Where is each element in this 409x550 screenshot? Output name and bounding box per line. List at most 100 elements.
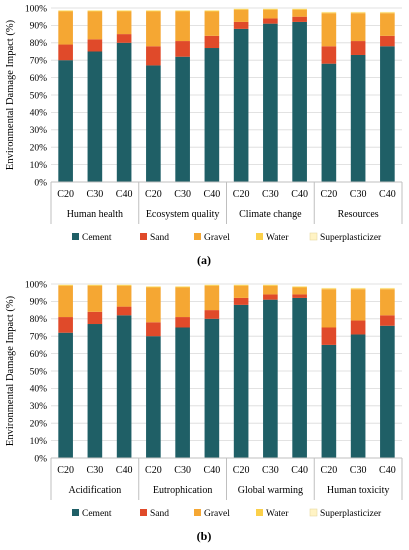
bar-segment-cement xyxy=(263,23,278,182)
bar-segment-gravel xyxy=(321,13,337,47)
chart-panel-b: 0% 10% 20% 30% 40% 50% 60% 70% 80% 90% 100% Environ… xyxy=(5,280,403,543)
bar-segment-sand xyxy=(380,35,395,47)
bar-segment-gravel xyxy=(204,11,220,36)
bar-segment-superplasticizer xyxy=(350,11,366,13)
bar-segment-cement xyxy=(204,48,220,182)
bar-segment-water xyxy=(175,10,190,12)
x-group-label: Resources xyxy=(338,209,379,220)
x-category-label: C40 xyxy=(291,189,308,200)
bar-segment-sand xyxy=(175,317,190,328)
bar-segment-cement xyxy=(233,304,249,458)
legend-swatch xyxy=(309,508,318,517)
legend-swatch xyxy=(256,233,263,240)
bar-segment-sand xyxy=(233,297,249,305)
y-tick-label: 0% xyxy=(34,178,47,188)
bar-segment-superplasticizer xyxy=(175,286,190,287)
bar-segment-superplasticizer xyxy=(58,10,73,11)
x-category-label: C20 xyxy=(57,189,74,200)
bar-segment-water xyxy=(87,10,103,12)
y-tick-label: 70% xyxy=(30,333,48,343)
bar-segment-gravel xyxy=(380,13,395,36)
bar-segment-water xyxy=(58,10,73,12)
y-tick-label: 30% xyxy=(30,126,48,136)
bar-segment-water xyxy=(263,284,278,286)
bar-segment-cement xyxy=(175,327,190,458)
y-tick-label: 80% xyxy=(30,39,48,49)
bar-segment-superplasticizer xyxy=(87,10,103,11)
bar-segment-water xyxy=(292,8,307,10)
bar-segment-water xyxy=(292,286,307,288)
bar-segment-sand xyxy=(146,46,161,66)
bar-segment-water xyxy=(380,288,395,290)
x-group-label: Human health xyxy=(67,209,123,220)
x-category-label: C20 xyxy=(145,189,162,200)
y-tick-label: 10% xyxy=(30,437,48,447)
bar-segment-water xyxy=(233,8,249,10)
x-category-label: C40 xyxy=(116,465,133,476)
x-category-label: C40 xyxy=(204,189,221,200)
legend-label: Sand xyxy=(150,233,169,243)
y-tick-label: 10% xyxy=(30,161,48,171)
x-category-label: C40 xyxy=(116,189,133,200)
bar-segment-water xyxy=(263,8,278,10)
bar-segment-sand xyxy=(58,317,73,333)
y-tick-label: 60% xyxy=(30,350,48,360)
bar-segment-superplasticizer xyxy=(146,10,161,11)
y-tick-label: 60% xyxy=(30,74,48,84)
bar-segment-superplasticizer xyxy=(204,10,220,11)
legend-label: Superplasticizer xyxy=(320,233,382,243)
bar-segment-sand xyxy=(321,327,337,345)
bar-segment-cement xyxy=(175,56,190,182)
bar-segment-superplasticizer xyxy=(263,8,278,9)
y-tick-label: 0% xyxy=(34,454,47,464)
bar-segment-water xyxy=(87,284,103,286)
legend-swatch xyxy=(72,233,79,240)
x-category-label: C30 xyxy=(174,465,191,476)
x-group-label: Acidification xyxy=(68,485,121,496)
y-tick-label: 80% xyxy=(30,315,48,325)
bar-segment-gravel xyxy=(292,287,307,295)
x-category-label: C30 xyxy=(350,189,367,200)
y-tick-label: 20% xyxy=(30,420,48,430)
y-tick-label: 100% xyxy=(25,280,47,290)
bar-segment-gravel xyxy=(146,287,161,323)
bar-segment-superplasticizer xyxy=(87,284,103,285)
bar-segment-cement xyxy=(146,336,161,458)
bar-segment-gravel xyxy=(87,11,103,40)
bar-segment-gravel xyxy=(87,285,103,312)
bar-segment-gravel xyxy=(350,289,366,321)
bar-segment-sand xyxy=(233,21,249,29)
bar-segment-water xyxy=(350,12,366,14)
bar-segment-sand xyxy=(58,44,73,61)
y-tick-label: 40% xyxy=(30,109,48,119)
y-tick-label: 90% xyxy=(30,298,48,308)
bar-segment-cement xyxy=(380,325,395,458)
x-category-label: C30 xyxy=(174,189,191,200)
bar-segment-cement xyxy=(87,51,103,182)
bar-segment-water xyxy=(116,284,132,286)
bar-segment-sand xyxy=(204,35,220,49)
bar-segment-water xyxy=(204,10,220,12)
y-tick-label: 50% xyxy=(30,91,48,101)
bar-segment-cement xyxy=(292,297,307,458)
x-group-label: Ecosystem quality xyxy=(146,209,220,220)
x-category-label: C20 xyxy=(233,465,250,476)
bar-segment-cement xyxy=(58,60,73,183)
bar-segment-sand xyxy=(87,311,103,325)
bar-segment-cement xyxy=(146,65,161,182)
x-category-label: C40 xyxy=(291,465,308,476)
bar-segment-superplasticizer xyxy=(380,11,395,13)
x-group-label: Climate change xyxy=(239,209,302,220)
bar-segment-water xyxy=(146,10,161,12)
legend-swatch xyxy=(194,509,201,516)
legend-label: Sand xyxy=(150,509,169,519)
bar-segment-cement xyxy=(350,334,366,458)
bar-segment-cement xyxy=(292,21,307,183)
x-group-label: Eutrophication xyxy=(153,485,212,496)
bar-segment-gravel xyxy=(116,11,132,35)
legend-label: Water xyxy=(266,233,289,243)
bar-segment-gravel xyxy=(116,285,132,307)
bar-segment-water xyxy=(175,286,190,288)
chart-panel-a: 0% 10% 20% 30% 40% 50% 60% 70% 80% 90% 100% Environ… xyxy=(5,4,403,267)
